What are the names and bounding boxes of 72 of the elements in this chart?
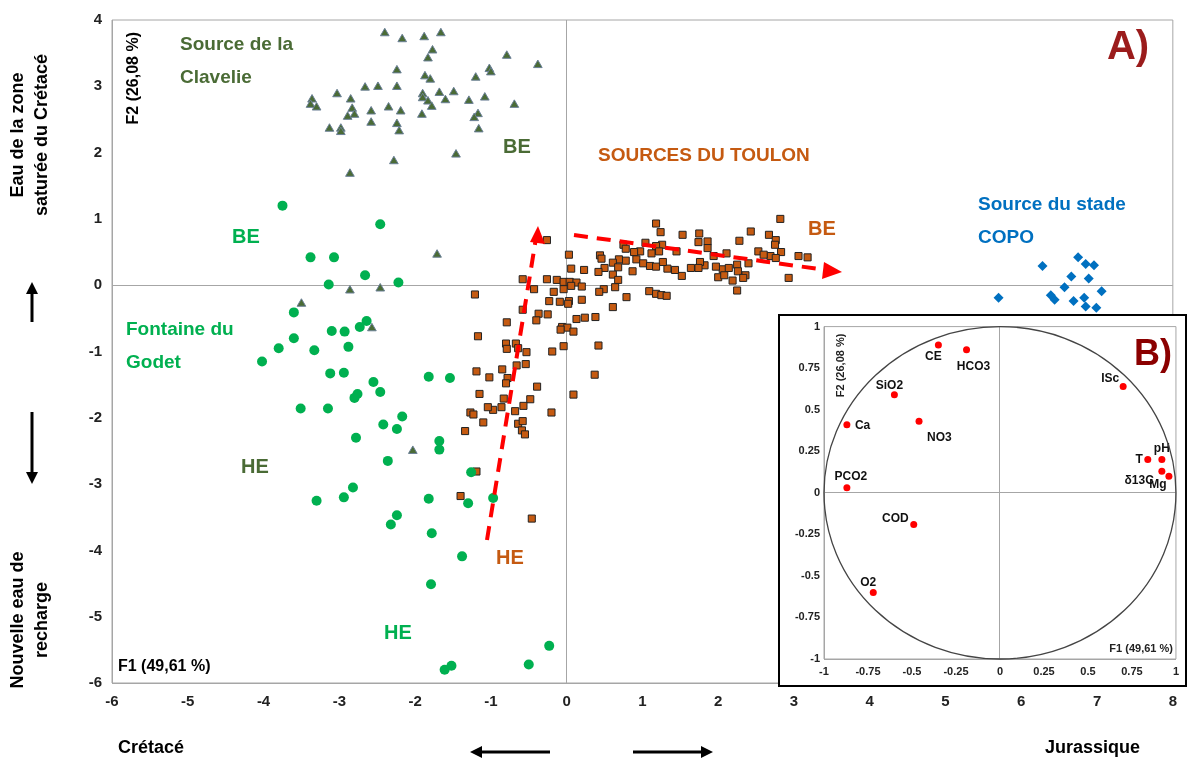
y-tick-label: 4 [93,10,103,28]
x-tick-label: -0.25 [943,664,969,677]
y-tick-label: -0.5 [801,568,820,581]
y-tick-label: 0 [813,485,820,498]
y-tick-label: 0.25 [798,444,820,457]
annotation: A) [1106,23,1150,68]
annotation: O2 [860,574,877,589]
annotation: pH [1153,440,1170,455]
x-tick-label: -3 [332,692,346,710]
x-tick-label: 0.25 [1033,664,1055,677]
x-tick-label: -6 [105,692,119,710]
y-tick-label: -1 [810,652,820,665]
x-tick-label: 5 [941,692,950,710]
annotation: HE [384,620,412,643]
y-tick-label: 1 [813,319,820,332]
x-tick-label: -0.5 [902,664,922,677]
annotation: Ca [854,417,871,432]
x-axis-title: F1 (49,61 %) [1109,642,1174,655]
series-label: Fontaine du Godet [126,318,234,373]
text: Jurassique [1044,736,1140,757]
y-axis-title: F2 (26,08 %) [834,333,847,398]
x-tick-label: 6 [1017,692,1026,710]
x-tick-label: 0.75 [1121,664,1143,677]
x-tick-label: 4 [865,692,875,710]
y-tick-label: -0.75 [794,610,820,623]
annotation: BE [503,134,531,157]
y-tick-label: -3 [88,474,102,492]
annotation: HE [241,454,269,477]
annotation: COD [882,510,910,525]
annotation: NO3 [927,429,953,444]
annotation: B) [1133,331,1172,373]
x-tick-label: 2 [714,692,723,710]
x-tick-label: 0 [996,664,1004,677]
x-tick-label: -0.75 [855,664,881,677]
y-tick-label: -2 [88,407,102,425]
y-tick-label: 2 [93,142,102,160]
x-tick-label: 7 [1092,692,1102,710]
text: Eau de la zone saturée du Crétacé [6,53,51,217]
x-tick-label: 0 [562,692,571,710]
y-tick-label: 0.5 [804,402,820,415]
y-tick-label: -0.25 [794,527,820,540]
x-tick-label: -4 [256,692,271,710]
x-tick-label: -5 [181,692,195,710]
annotation: SiO2 [875,378,904,393]
x-tick-label: 0.5 [1080,664,1096,677]
y-axis-title: F2 (26,08 %) [124,32,142,125]
text: Nouvelle eau de recharge [6,551,51,689]
annotation: BE [232,224,260,247]
y-tick-label: -1 [88,341,102,359]
x-tick-label: -2 [408,692,422,710]
x-axis-title: F1 (49,61 %) [118,657,211,675]
y-tick-label: 1 [93,209,102,227]
x-tick-label: -1 [484,692,498,710]
annotation: ISc [1101,370,1120,385]
series-label: Source de la Clavelie [180,33,294,88]
y-tick-label: -4 [88,540,103,558]
annotation: HE [496,545,524,568]
text: SOURCES DU TOULON [598,144,810,166]
y-tick-label: -5 [88,606,102,624]
annotation: HCO3 [956,359,991,374]
annotation: PCO2 [834,469,868,484]
x-tick-label: 8 [1168,692,1177,710]
x-tick-label: 1 [1172,664,1179,677]
y-tick-label: 0 [93,275,102,293]
series-label: Source du stade COPO [978,193,1126,248]
annotation: T [1135,451,1144,466]
text: Crétacé [118,736,185,757]
annotation: CE [925,349,942,364]
annotation: BE [808,216,836,239]
y-tick-label: 0.75 [798,361,820,374]
y-tick-label: 3 [93,76,102,94]
x-tick-label: 1 [638,692,647,710]
